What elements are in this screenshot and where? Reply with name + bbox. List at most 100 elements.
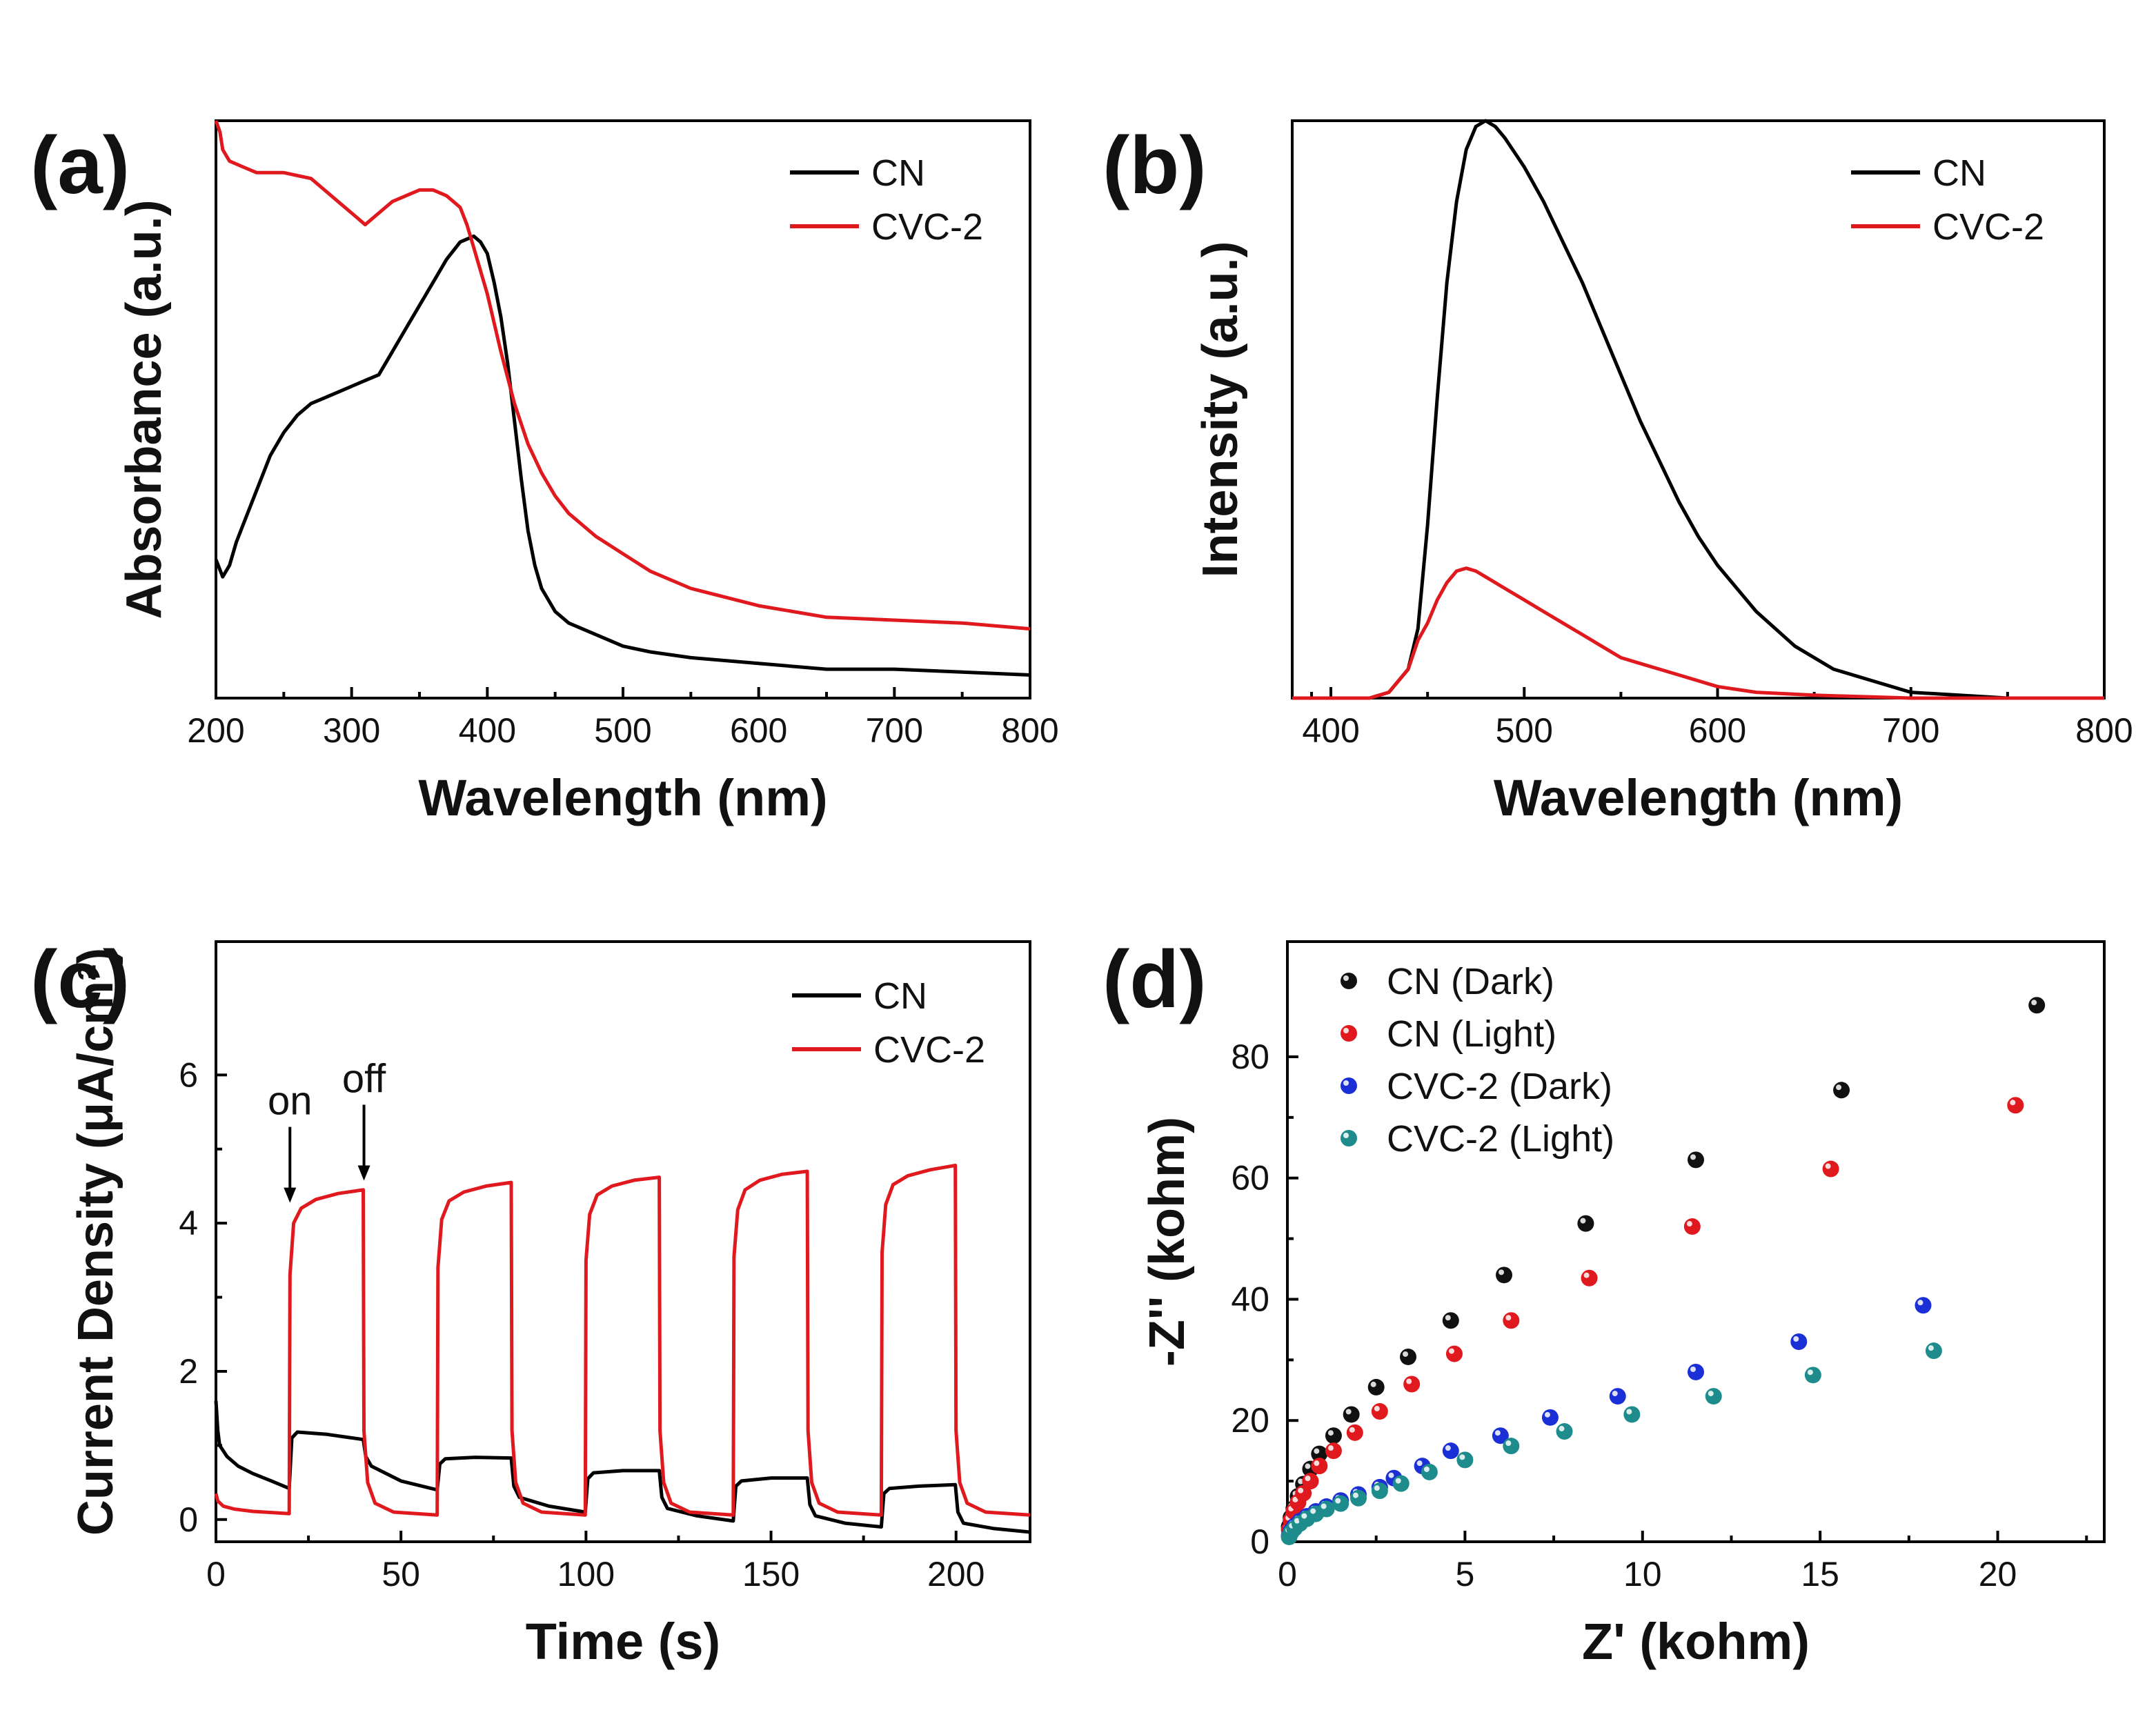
annotation-label: on	[268, 1079, 313, 1124]
data-point	[1683, 1218, 1701, 1235]
plot-frame	[1286, 940, 2106, 1543]
data-point	[1581, 1269, 1598, 1287]
data-point	[1790, 1333, 1808, 1350]
legend-label: CVC-2	[1932, 206, 2044, 248]
y-tick-label: 2	[179, 1352, 198, 1391]
legend-swatch	[1341, 1077, 1357, 1094]
x-tick-label: 800	[1001, 711, 1058, 750]
x-tick-label: 700	[866, 711, 923, 750]
y-axis-label: Absorbance (a.u.)	[117, 199, 172, 619]
legend-label: CN	[871, 152, 925, 194]
y-axis-label: Current Density (μA/cm²)	[68, 948, 123, 1536]
x-tick-label: 20	[1979, 1555, 2017, 1593]
data-point	[1556, 1423, 1573, 1440]
data-point	[1492, 1427, 1509, 1444]
legend-label: CVC-2 (Dark)	[1387, 1066, 1612, 1107]
legend: CN CVC-2	[790, 152, 983, 248]
series-line-cn	[1292, 119, 2104, 700]
x-tick-label: 100	[557, 1555, 615, 1593]
annotation-label: off	[342, 1056, 386, 1101]
data-point	[1392, 1475, 1410, 1492]
y-tick-label: 80	[1231, 1037, 1269, 1076]
legend: CN (Dark) CN (Light) CVC-2 (Dark) CVC-2 (Li…	[1341, 961, 1614, 1160]
panel-d: (d) 0 5 10 15 20 0 20 40 60 80 Z' (kohm) -Z'' (kohm)…	[1102, 934, 2106, 1670]
x-axis-label: Wavelength (nm)	[418, 769, 827, 826]
data-point	[1371, 1482, 1388, 1500]
y-tick-label: 6	[179, 1055, 198, 1094]
x-tick-label: 500	[594, 711, 651, 750]
x-tick-label: 150	[742, 1555, 800, 1593]
x-tick-label: 400	[459, 711, 516, 750]
annotation-arrowhead	[357, 1165, 370, 1181]
data-point	[1311, 1445, 1328, 1462]
y-tick-label: 0	[1250, 1522, 1269, 1561]
data-point	[1442, 1442, 1459, 1460]
panel-label: (d)	[1102, 934, 1207, 1025]
data-point	[1311, 1458, 1328, 1475]
y-axis-label: Intensity (a.u.)	[1193, 241, 1248, 577]
data-point	[1403, 1376, 1421, 1393]
data-point	[1343, 1406, 1360, 1423]
data-point	[1371, 1403, 1388, 1420]
data-point	[1623, 1406, 1641, 1423]
data-point	[1349, 1489, 1367, 1507]
data-point	[1822, 1160, 1839, 1178]
data-point	[1925, 1342, 1942, 1360]
data-point	[1445, 1345, 1463, 1362]
y-tick-label: 40	[1231, 1280, 1269, 1318]
data-point	[1302, 1473, 1319, 1490]
series-line-cvc-2	[1292, 566, 2104, 700]
data-point	[2028, 997, 2046, 1014]
x-tick-label: 200	[187, 711, 244, 750]
data-point	[1325, 1427, 1342, 1444]
data-point	[1318, 1500, 1335, 1518]
legend-swatch	[1341, 973, 1357, 989]
x-tick-label: 400	[1302, 711, 1359, 750]
plot-frame	[1291, 119, 2106, 699]
x-tick-label: 600	[1689, 711, 1746, 750]
x-tick-label: 0	[1278, 1555, 1297, 1593]
x-tick-label: 10	[1623, 1555, 1662, 1593]
panel-label: (a)	[30, 120, 130, 211]
data-point	[1325, 1442, 1342, 1460]
legend-label: CN	[1932, 152, 1986, 194]
x-tick-label: 600	[730, 711, 787, 750]
data-point	[1503, 1312, 1520, 1329]
data-point	[1915, 1297, 1932, 1314]
y-tick-label: 20	[1231, 1401, 1269, 1440]
x-axis-label: Wavelength (nm)	[1494, 769, 1903, 826]
legend: CN CVC-2	[1851, 152, 2044, 248]
series-line-cvc-2	[214, 1163, 1031, 1517]
y-tick-label: 0	[179, 1500, 198, 1539]
data-point	[1609, 1388, 1626, 1405]
data-point	[1332, 1495, 1349, 1512]
data-point	[1541, 1409, 1559, 1426]
legend-label: CN (Dark)	[1387, 961, 1554, 1002]
legend-swatch	[1341, 1130, 1357, 1146]
x-tick-label: 300	[323, 711, 380, 750]
y-axis-label: -Z'' (kohm)	[1140, 1117, 1195, 1367]
x-tick-label: 500	[1496, 711, 1553, 750]
x-axis-label: Time (s)	[526, 1613, 720, 1670]
data-point	[2007, 1097, 2024, 1114]
data-point	[1688, 1363, 1704, 1380]
series-line-cn	[214, 234, 1031, 677]
x-tick-label: 50	[382, 1555, 420, 1593]
x-tick-label: 700	[1882, 711, 1939, 750]
legend-label: CVC-2	[873, 1029, 985, 1071]
legend-label: CN	[873, 975, 927, 1017]
data-point	[1367, 1378, 1385, 1396]
x-tick-label: 5	[1455, 1555, 1474, 1593]
data-point	[1705, 1388, 1722, 1405]
x-tick-label: 200	[927, 1555, 985, 1593]
data-point	[1503, 1438, 1520, 1455]
data-point	[1688, 1151, 1704, 1169]
x-tick-label: 0	[206, 1555, 226, 1593]
annotation-arrowhead	[284, 1187, 297, 1203]
panel-c: (c) 0 50 100 150 200 0 2 4 6 Time (s) Current Densi…	[30, 934, 1031, 1670]
data-point	[1295, 1484, 1312, 1502]
x-tick-label: 800	[2075, 711, 2133, 750]
data-point	[1804, 1367, 1821, 1384]
